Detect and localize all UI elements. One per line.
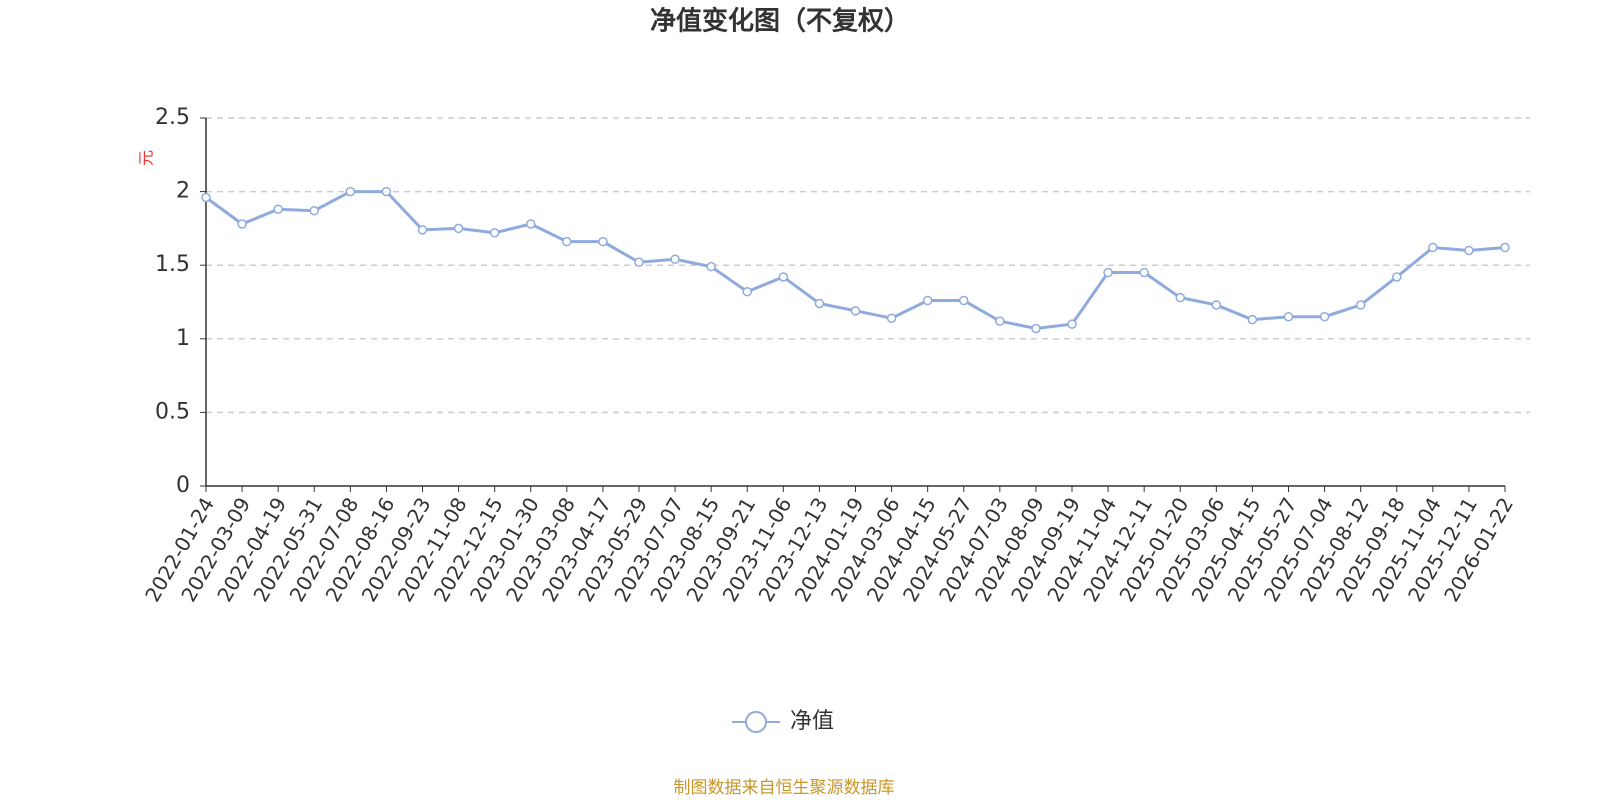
point-marker bbox=[670, 254, 680, 265]
point-marker bbox=[1031, 323, 1041, 334]
point-marker bbox=[778, 272, 789, 282]
point-marker bbox=[1428, 242, 1438, 253]
y-tick-label: 2 bbox=[176, 179, 190, 204]
point-marker bbox=[1464, 245, 1474, 256]
legend-marker bbox=[745, 711, 767, 733]
point-marker bbox=[1067, 319, 1077, 329]
y-tick-label: 1 bbox=[176, 326, 190, 351]
point-marker bbox=[489, 228, 500, 238]
point-marker bbox=[309, 205, 319, 216]
point-marker bbox=[1319, 311, 1330, 322]
point-marker bbox=[1211, 300, 1222, 310]
point-marker bbox=[1139, 267, 1149, 278]
point-marker bbox=[634, 257, 644, 268]
point-marker bbox=[886, 313, 897, 323]
legend-label: 净值 bbox=[790, 709, 834, 734]
point-marker bbox=[1103, 267, 1113, 278]
point-marker bbox=[1355, 300, 1366, 310]
point-marker bbox=[1283, 311, 1294, 322]
point-marker bbox=[453, 223, 464, 234]
source-note: 制图数据来自恒生聚源数据库 bbox=[674, 778, 895, 798]
point-marker bbox=[706, 261, 716, 272]
point-marker bbox=[850, 306, 861, 316]
y-axis-label: 元 bbox=[137, 150, 156, 166]
y-tick-label: 1.5 bbox=[155, 252, 190, 277]
point-marker bbox=[814, 298, 825, 309]
point-marker bbox=[1392, 272, 1402, 282]
point-marker bbox=[562, 236, 572, 247]
point-marker bbox=[1175, 292, 1185, 303]
point-marker bbox=[381, 186, 392, 197]
point-marker bbox=[1500, 242, 1510, 253]
point-marker bbox=[1247, 314, 1258, 325]
chart-title: 净值变化图（不复权） bbox=[650, 6, 910, 37]
point-marker bbox=[922, 295, 933, 306]
point-marker bbox=[417, 225, 428, 235]
point-marker bbox=[237, 219, 247, 229]
y-tick-label: 0 bbox=[176, 473, 190, 498]
point-marker bbox=[995, 316, 1005, 326]
point-marker bbox=[959, 295, 969, 306]
point-marker bbox=[526, 219, 536, 229]
point-marker bbox=[273, 204, 283, 215]
point-marker bbox=[742, 286, 752, 297]
y-tick-label: 2.5 bbox=[155, 105, 190, 130]
point-marker bbox=[345, 186, 356, 197]
point-marker bbox=[201, 192, 211, 203]
point-marker bbox=[598, 236, 608, 247]
y-tick-label: 0.5 bbox=[155, 399, 190, 424]
